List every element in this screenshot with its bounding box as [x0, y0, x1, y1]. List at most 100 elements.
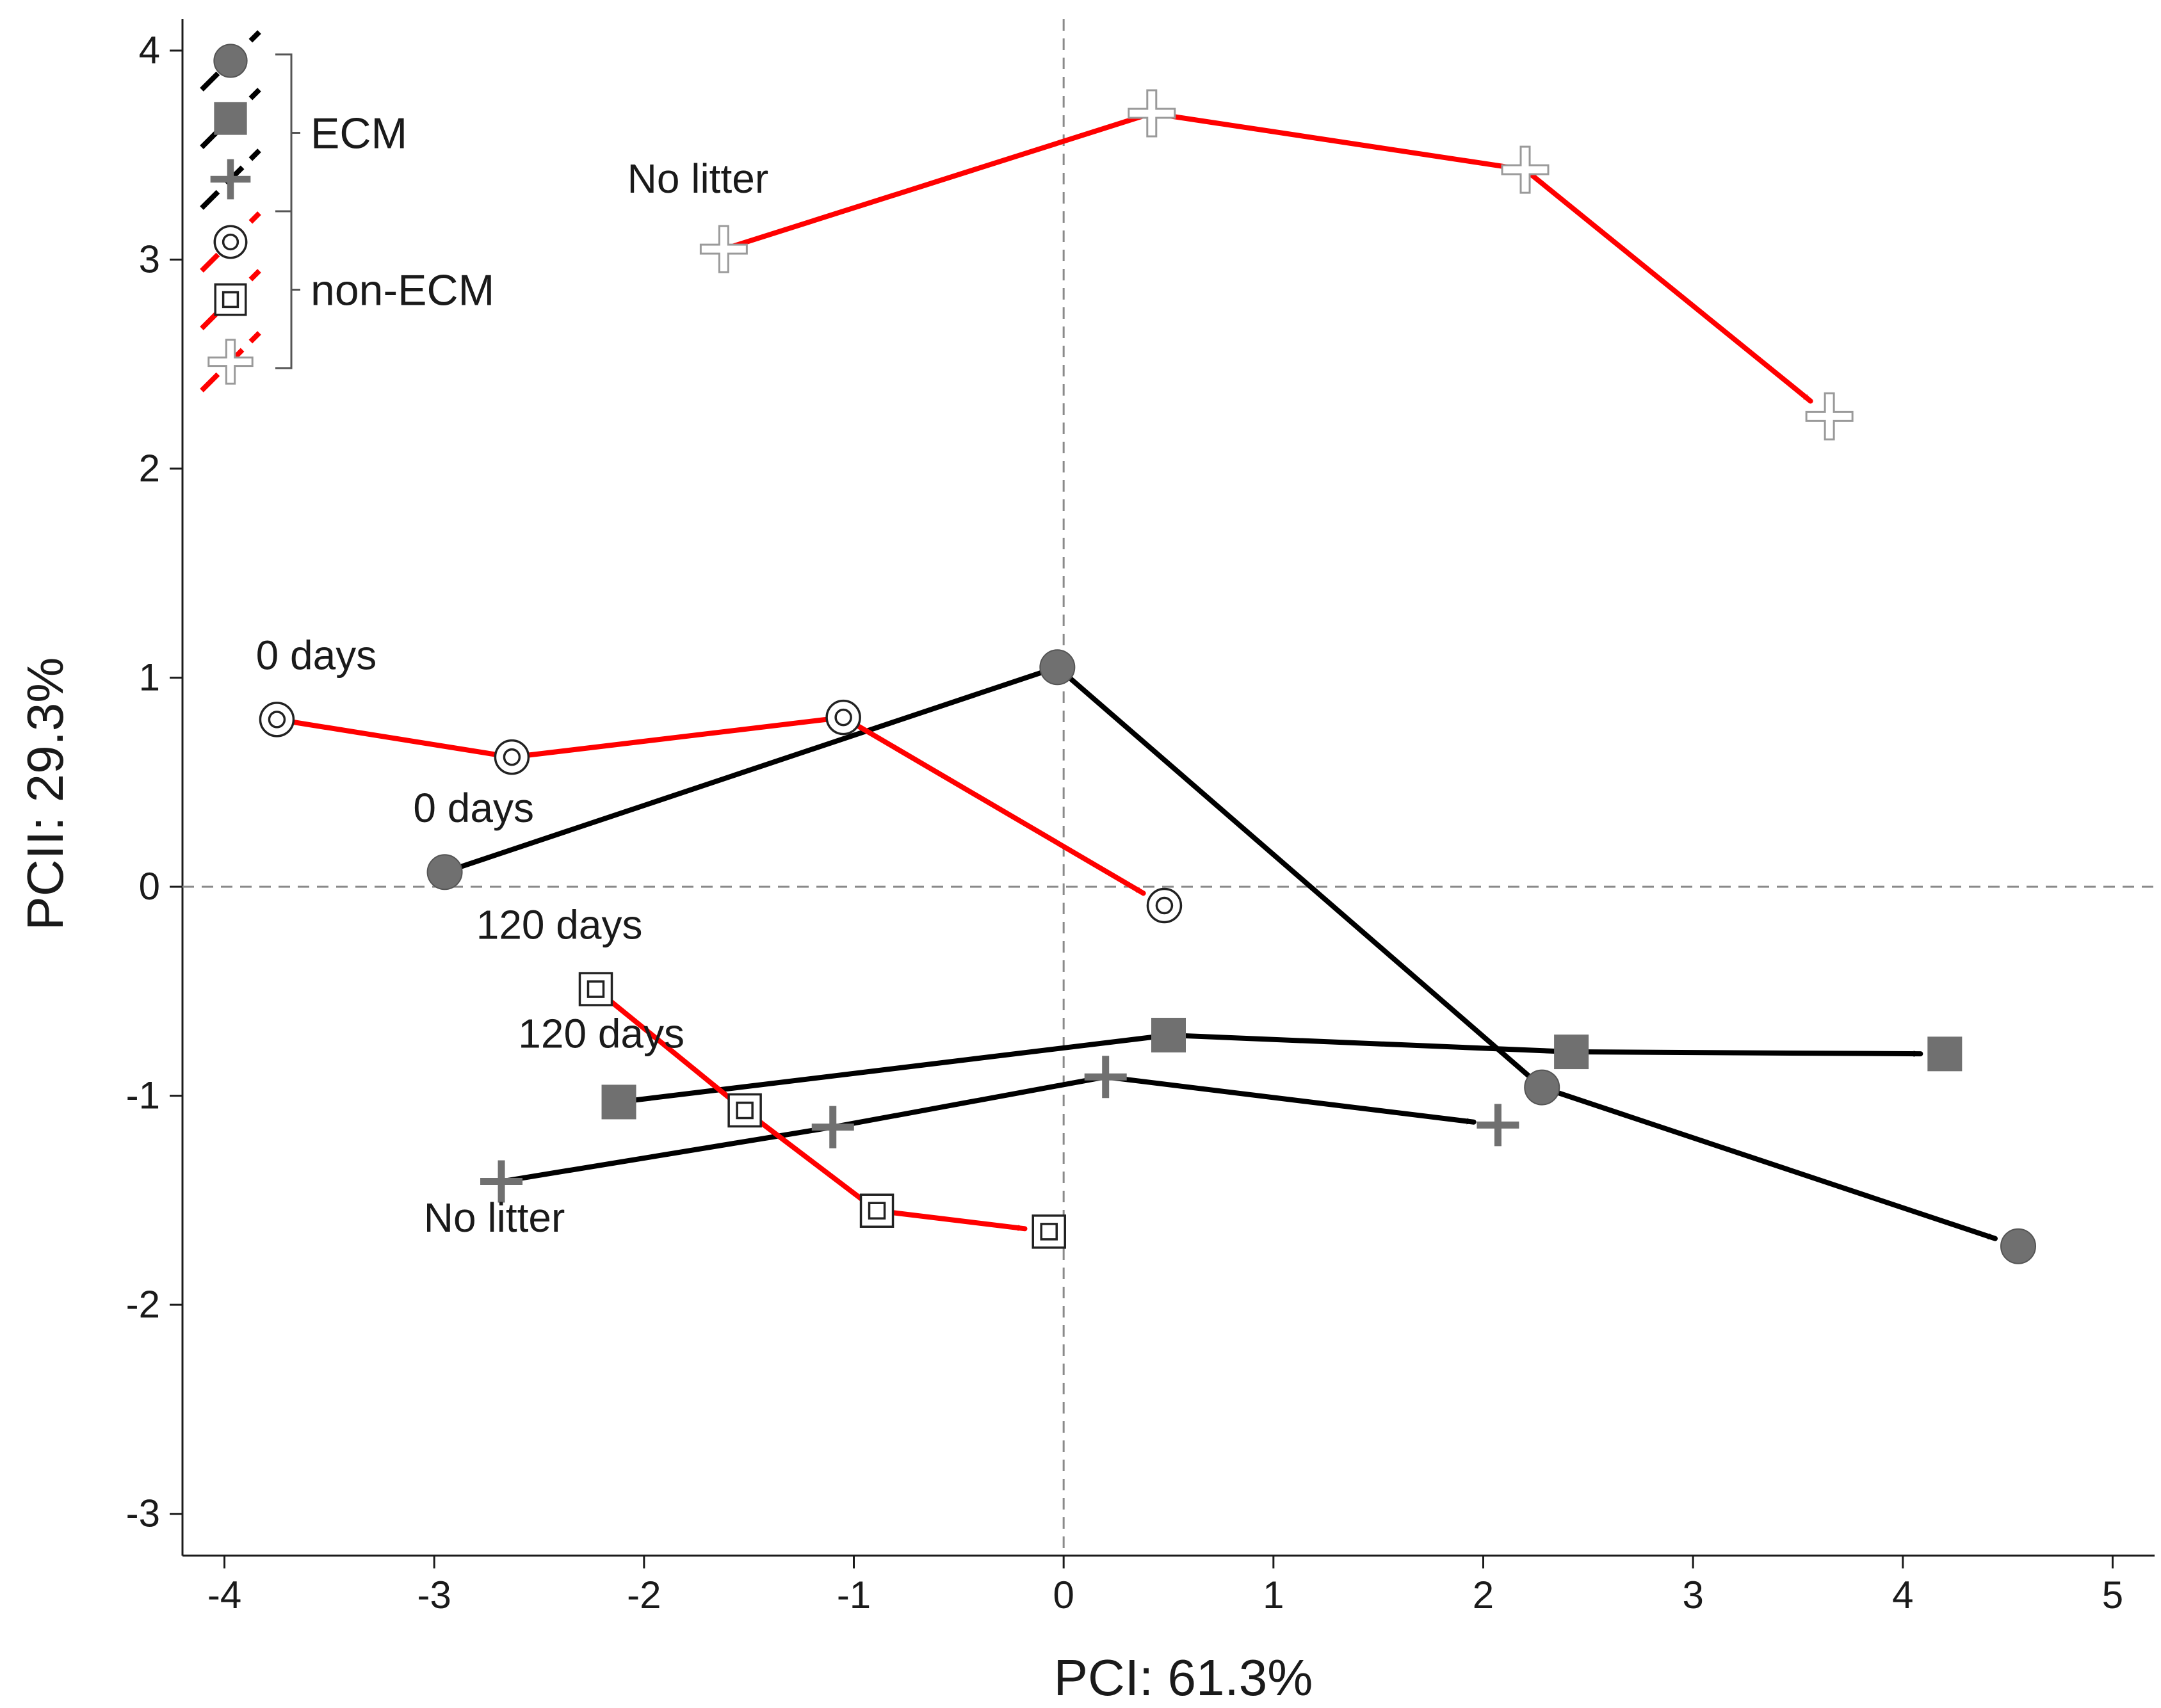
outer-box [727, 1093, 762, 1128]
annotation-label: 0 days [413, 785, 534, 831]
filled-circle-shape [1524, 1069, 1560, 1106]
inner-ring [222, 233, 239, 251]
y-tick-label: -3 [126, 1492, 160, 1535]
marker-open-plus [1805, 392, 1854, 440]
y-tick-label: -2 [126, 1283, 160, 1326]
y-tick-label: 0 [139, 865, 160, 908]
marker-filled-circle [1039, 649, 1076, 686]
series-arrow-segment [1569, 1049, 1923, 1058]
marker-filled-circle [426, 854, 463, 890]
series-points [259, 89, 2037, 1264]
series-arrow-segment [1523, 167, 1813, 404]
marker-filled-square [1554, 1035, 1589, 1070]
open-plus-shape [207, 339, 254, 385]
open-plus-shape [699, 225, 748, 273]
marker-gray-plus [1084, 1056, 1127, 1099]
y-tick-label: 1 [139, 656, 160, 699]
inner-ring [268, 711, 286, 729]
marker-filled-square [601, 1084, 636, 1120]
series-arrow-segment [1103, 1074, 1477, 1125]
inner-box [587, 980, 605, 998]
marker-filled-circle [213, 44, 248, 78]
filled-square-shape [601, 1084, 636, 1120]
legend-group-label: non-ECM [311, 266, 494, 315]
x-tick-label: 3 [1682, 1574, 1703, 1616]
annotation-label: 120 days [476, 902, 643, 948]
marker-filled-circle [1524, 1069, 1560, 1106]
marker-open-double-square [1032, 1214, 1066, 1249]
y-tick-label: -1 [126, 1074, 160, 1117]
plot-frame [181, 19, 2155, 1557]
series-arrow-segment [1539, 1084, 1998, 1241]
series-ecm-square [616, 1032, 1923, 1105]
open-plus-shape [1501, 145, 1550, 194]
inner-ring [503, 748, 521, 766]
annotation-label: 0 days [256, 632, 377, 679]
x-tick-label: 5 [2102, 1574, 2123, 1616]
inner-box [1040, 1223, 1058, 1241]
x-tick-label: -4 [207, 1574, 241, 1616]
filled-circle-shape [426, 854, 463, 890]
series-line [616, 1032, 1574, 1105]
y-axis-label: PCII: 29.3% [17, 657, 74, 931]
marker-filled-square [214, 102, 247, 135]
axis-ticks: -4 -3 -2 -1 0 1 2 3 4 5 4 3 2 1 0 -1 -2 -3 [126, 29, 2124, 1616]
marker-open-plus [699, 225, 748, 273]
marker-gray-plus [210, 159, 251, 200]
inner-ring [1155, 896, 1174, 915]
filled-circle-shape [1039, 649, 1076, 686]
marker-open-double-circle [259, 702, 295, 737]
marker-open-double-square [727, 1093, 762, 1128]
marker-open-double-circle [825, 699, 861, 736]
marker-open-plus [207, 339, 254, 385]
series-arrow-segment [874, 1208, 1028, 1232]
annotations: No litter 0 days 0 days 120 days 120 days No … [256, 156, 768, 1241]
marker-open-double-circle [213, 225, 248, 259]
series-lines [274, 110, 1998, 1241]
inner-box [736, 1101, 754, 1120]
inner-box [868, 1202, 886, 1220]
open-plus-shape [1805, 392, 1854, 440]
annotation-label: No litter [627, 156, 769, 202]
marker-open-plus [1501, 145, 1550, 194]
series-non-ecm-circle [274, 714, 1146, 896]
marker-open-double-square [859, 1193, 894, 1228]
marker-open-double-square [214, 283, 247, 316]
inner-box [222, 291, 239, 309]
marker-gray-plus [811, 1106, 854, 1148]
x-tick-label: 4 [1892, 1574, 1913, 1616]
open-plus-shape [1128, 89, 1176, 138]
series-line [721, 110, 1528, 252]
series-non-ecm-plus [721, 110, 1813, 404]
annotation-label: 120 days [518, 1011, 684, 1057]
reference-lines [182, 19, 2155, 1556]
x-tick-label: -1 [837, 1574, 871, 1616]
marker-gray-plus [480, 1160, 523, 1203]
marker-open-double-circle [1146, 887, 1183, 924]
series-line [274, 714, 846, 760]
annotation-label: No litter [424, 1195, 565, 1241]
legend-bracket [275, 53, 293, 213]
y-tick-label: 3 [139, 238, 160, 281]
marker-filled-square [1151, 1017, 1186, 1052]
marker-open-plus [1128, 89, 1176, 138]
filled-square-shape [1554, 1035, 1589, 1070]
marker-gray-plus [1477, 1104, 1519, 1147]
x-tick-label: 1 [1263, 1574, 1284, 1616]
y-tick-label: 2 [139, 447, 160, 490]
legend: ECM non-ECM [200, 30, 494, 392]
filled-circle-shape [2000, 1228, 2037, 1264]
series-arrow-segment [841, 714, 1146, 896]
marker-open-double-circle [494, 739, 530, 775]
filled-circle-shape [213, 44, 248, 78]
series-ecm-plus [499, 1074, 1477, 1184]
legend-group-label: ECM [311, 109, 407, 158]
x-tick-label: -3 [417, 1574, 451, 1616]
filled-square-shape [1151, 1017, 1186, 1052]
outer-box [859, 1193, 894, 1228]
x-tick-label: 2 [1473, 1574, 1494, 1616]
series-line [499, 1074, 1108, 1184]
x-axis-label: PCI: 61.3% [1054, 1649, 1313, 1706]
inner-ring [834, 708, 852, 727]
